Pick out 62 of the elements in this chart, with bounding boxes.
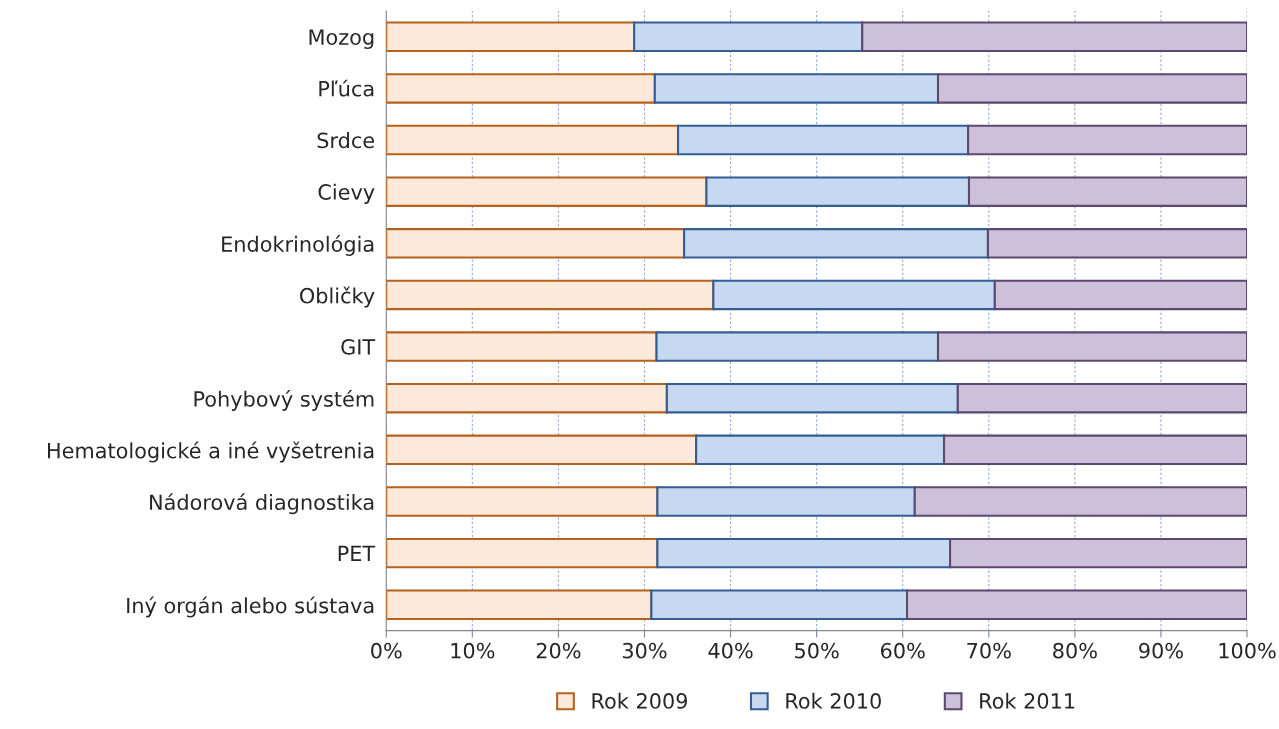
y-tick-label: Endokrinológia [222,234,374,256]
bar [386,21,636,52]
x-tick-label: 10% [451,642,495,659]
bar [956,382,1248,414]
bar [656,486,916,517]
x-tick-label: 0% [371,642,402,659]
bar [943,434,1248,466]
bar [633,21,864,52]
bar [386,382,668,414]
bar [967,176,1248,207]
y-tick-label: Iný orgán alebo sústava [127,596,374,618]
bar [386,228,686,259]
x-tick-label: 80% [1053,642,1097,659]
bar [656,537,952,569]
legend-label: Rok 2011 [980,692,1075,709]
bar [936,73,1248,104]
bar [683,228,989,259]
bar [386,73,656,104]
bar [905,589,1248,621]
x-tick-label: 20% [536,642,581,659]
y-tick-label: Obličky [300,286,375,308]
x-tick-label: 30% [622,642,667,659]
y-tick-label: GIT [341,339,376,355]
legend-label: Rok 2009 [592,692,688,709]
bar [655,331,940,362]
bar [949,537,1248,569]
bar [986,228,1248,259]
x-tick-label: 60% [881,642,925,659]
y-tick-label: Cievy [318,183,375,204]
y-tick-label: Nádorová diagnostika [150,493,374,515]
bar [650,589,909,621]
x-tick-label: 50% [795,642,839,659]
bar [386,589,653,621]
bar [386,486,659,517]
y-tick-label: Srdce [317,132,375,149]
bar [386,331,658,362]
bar [386,537,659,569]
y-tick-label: Pohybový systém [194,389,374,411]
x-tick-label: 100% [1219,642,1276,659]
bar [386,279,715,311]
y-tick-label: Pľúca [319,79,374,97]
bar [653,73,940,104]
x-tick-label: 70% [967,642,1011,659]
bar [705,176,971,207]
y-tick-label: PET [338,545,376,562]
x-tick-label: 40% [708,642,753,659]
bar [695,434,946,466]
bar [993,279,1248,311]
bar [936,331,1248,362]
y-tick-label: Mozog [309,29,374,49]
bar [386,124,680,156]
bar [386,176,708,207]
bar [861,21,1248,52]
y-tick-label: Hematologické a iné vyšetrenia [47,441,374,463]
bar [913,486,1248,517]
bar [967,124,1248,156]
bar [712,279,996,311]
x-tick-label: 90% [1139,642,1183,659]
legend-label: Rok 2010 [786,692,881,709]
bar [677,124,970,156]
bar [665,382,959,414]
bar [386,434,698,466]
